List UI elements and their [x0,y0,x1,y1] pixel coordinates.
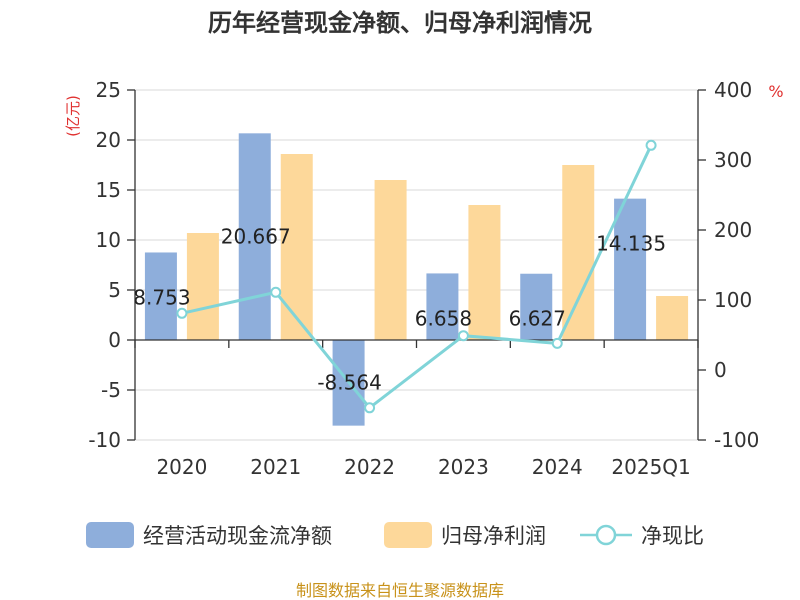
line-series [176,139,657,414]
legend-swatch-net-profit [384,522,432,548]
data-source: 制图数据来自恒生聚源数据库 [296,581,504,600]
bar-net-profit [186,233,219,340]
point-cash-ratio [364,402,376,414]
left-tick-label: 15 [96,178,121,202]
left-tick-label: 25 [96,78,121,102]
x-tick-label: 2025Q1 [611,455,690,479]
point-cash-ratio [551,337,563,349]
x-tick-label: 2020 [156,455,207,479]
axes [127,89,706,441]
bar-operating-cashflow [144,252,177,340]
point-cash-ratio [270,286,282,298]
bar-operating-cashflow [238,133,271,340]
left-tick-label: 5 [108,278,121,302]
left-tick-label: -5 [101,378,121,402]
data-label-operating-cashflow: 6.627 [509,307,566,331]
chart-title: 历年经营现金净额、归母净利润情况 [208,9,592,37]
x-tick-label: 2022 [344,455,395,479]
legend-label-net-profit: 归母净利润 [441,524,546,548]
data-labels: 8.753 20.667 -8.564 6.658 6.627 14.135 [133,224,666,394]
right-tick-label: 0 [714,358,727,382]
x-tick-label: 2024 [532,455,583,479]
x-tick-label: 2023 [438,455,489,479]
line-cash-ratio [181,144,653,410]
legend-marker-cash-ratio-icon [595,524,617,546]
legend: 经营活动现金流净额 归母净利润 净现比 [86,522,704,548]
legend-label-cash-ratio: 净现比 [641,524,704,548]
left-axis-unit: (亿元) [64,95,82,137]
left-tick-label: 0 [108,328,121,352]
bar-net-profit [374,180,407,340]
bars [144,133,689,426]
right-tick-label: 300 [714,148,752,172]
left-tick-label: 10 [96,228,121,252]
bar-net-profit [280,154,313,340]
left-tick-label: -10 [88,428,121,452]
data-label-operating-cashflow: 6.658 [415,306,472,330]
bar-net-profit [468,205,501,340]
gridlines [135,89,698,441]
point-cash-ratio [176,307,188,319]
bar-net-profit [562,165,595,340]
data-label-operating-cashflow: 8.753 [133,285,190,309]
x-tick-label: 2021 [250,455,301,479]
bar-operating-cashflow [520,273,553,340]
right-tick-label: 200 [714,218,752,242]
right-tick-label: 100 [714,288,752,312]
ticks: -10 -5 0 5 10 15 20 25 -100 0 100 200 300 400 2020 2021… [88,78,759,479]
right-tick-label: 400 [714,78,752,102]
right-axis-unit: % [768,82,783,101]
bar-operating-cashflow [426,273,459,340]
data-label-operating-cashflow: 20.667 [221,224,291,248]
legend-label-operating-cashflow: 经营活动现金流净额 [143,524,332,548]
data-label-operating-cashflow: 14.135 [596,232,666,256]
bar-net-profit [656,296,689,340]
point-cash-ratio [457,330,469,342]
right-tick-label: -100 [714,428,759,452]
legend-swatch-operating-cashflow [86,522,134,548]
data-label-operating-cashflow: -8.564 [317,371,381,395]
bar-operating-cashflow [614,198,647,340]
left-tick-label: 20 [96,128,121,152]
point-cash-ratio [645,139,657,151]
